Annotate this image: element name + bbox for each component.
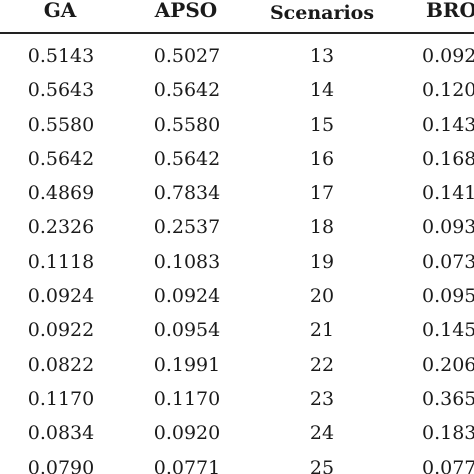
table-row: 0.5143 0.5027 13 0.092 <box>0 36 474 70</box>
cell-apso: 0.5642 <box>153 79 221 102</box>
table-row: 0.0922 0.0954 21 0.145 <box>0 310 474 344</box>
cell-ga: 0.1118 <box>27 250 95 273</box>
cell-scenario: 15 <box>309 113 335 136</box>
table-row: 0.1118 0.1083 19 0.073 <box>0 242 474 276</box>
table-row: 0.0790 0.0771 25 0.077 <box>0 448 474 474</box>
cell-scenario: 18 <box>309 216 335 239</box>
cell-scenario: 21 <box>309 319 335 342</box>
table-row: 0.0834 0.0920 24 0.183 <box>0 413 474 447</box>
cell-ga: 0.5642 <box>27 147 95 170</box>
cell-ga: 0.5580 <box>27 113 95 136</box>
cell-scenario: 20 <box>309 285 335 308</box>
cell-apso: 0.2537 <box>153 216 221 239</box>
cell-apso: 0.1170 <box>153 387 221 410</box>
cell-apso: 0.0924 <box>153 285 221 308</box>
table-row: 0.4869 0.7834 17 0.141 <box>0 173 474 207</box>
cell-apso: 0.0920 <box>153 422 221 445</box>
table-body: 0.5143 0.5027 13 0.092 0.5643 0.5642 14 0.120 0.… <box>0 36 474 474</box>
cell-bro: 0.141 <box>422 182 474 205</box>
cell-scenario: 17 <box>309 182 335 205</box>
cell-bro: 0.120 <box>422 79 474 102</box>
cell-bro: 0.093 <box>422 216 474 239</box>
table-row: 0.5642 0.5642 16 0.168 <box>0 139 474 173</box>
cell-ga: 0.2326 <box>27 216 95 239</box>
header-scenarios: Scenarios <box>269 2 375 19</box>
table-row: 0.2326 0.2537 18 0.093 <box>0 207 474 241</box>
table-row: 0.5580 0.5580 15 0.143 <box>0 105 474 139</box>
cell-scenario: 13 <box>309 45 335 67</box>
table-row: 0.0924 0.0924 20 0.095 <box>0 276 474 310</box>
cell-ga: 0.0790 <box>27 456 95 474</box>
table-row: 0.1170 0.1170 23 0.365 <box>0 379 474 413</box>
cell-apso: 0.5027 <box>153 45 221 67</box>
header-rule <box>0 32 474 34</box>
cell-bro: 0.183 <box>422 422 474 445</box>
header-apso: APSO <box>154 0 218 19</box>
cell-scenario: 16 <box>309 147 335 170</box>
cell-bro: 0.168 <box>422 147 474 170</box>
header-ga: GA <box>43 0 77 19</box>
table-row: 0.5643 0.5642 14 0.120 <box>0 70 474 104</box>
cell-apso: 0.1083 <box>153 250 221 273</box>
table-row: 0.0822 0.1991 22 0.206 <box>0 345 474 379</box>
table-header-row: GA APSO Scenarios BRO <box>0 0 474 19</box>
cell-ga: 0.1170 <box>27 387 95 410</box>
cell-bro: 0.145 <box>422 319 474 342</box>
cell-apso: 0.5580 <box>153 113 221 136</box>
cell-bro: 0.073 <box>422 250 474 273</box>
cell-bro: 0.095 <box>422 285 474 308</box>
cell-ga: 0.5643 <box>27 79 95 102</box>
cell-ga: 0.0822 <box>27 353 95 376</box>
cell-apso: 0.0954 <box>153 319 221 342</box>
cell-ga: 0.0834 <box>27 422 95 445</box>
cell-scenario: 19 <box>309 250 335 273</box>
cell-ga: 0.5143 <box>27 45 95 67</box>
cell-scenario: 25 <box>309 456 335 474</box>
cell-apso: 0.0771 <box>153 456 221 474</box>
cell-bro: 0.143 <box>422 113 474 136</box>
header-bro: BRO <box>426 0 474 19</box>
cell-bro: 0.077 <box>422 456 474 474</box>
cell-scenario: 14 <box>309 79 335 102</box>
cell-bro: 0.365 <box>422 387 474 410</box>
cell-ga: 0.4869 <box>27 182 95 205</box>
cell-apso: 0.7834 <box>153 182 221 205</box>
cell-bro: 0.206 <box>422 353 474 376</box>
cell-scenario: 22 <box>309 353 335 376</box>
cell-ga: 0.0924 <box>27 285 95 308</box>
cell-scenario: 23 <box>309 387 335 410</box>
cell-bro: 0.092 <box>422 45 474 67</box>
cell-apso: 0.1991 <box>153 353 221 376</box>
cell-scenario: 24 <box>309 422 335 445</box>
cell-ga: 0.0922 <box>27 319 95 342</box>
cell-apso: 0.5642 <box>153 147 221 170</box>
